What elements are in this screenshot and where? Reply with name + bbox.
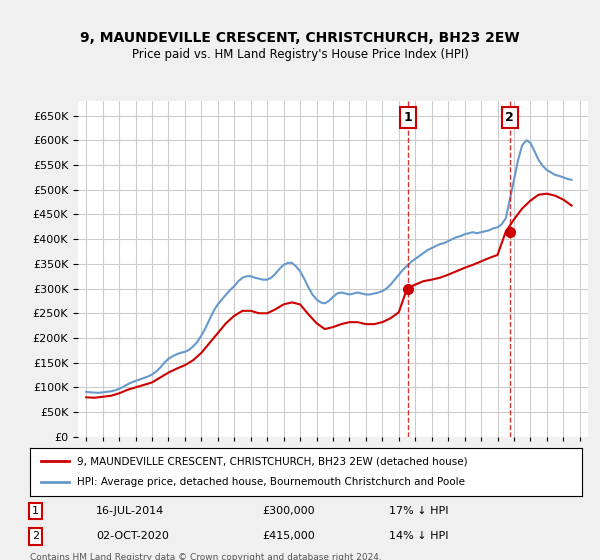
Text: 9, MAUNDEVILLE CRESCENT, CHRISTCHURCH, BH23 2EW (detached house): 9, MAUNDEVILLE CRESCENT, CHRISTCHURCH, B… bbox=[77, 456, 467, 466]
Text: 14% ↓ HPI: 14% ↓ HPI bbox=[389, 531, 448, 541]
Text: 16-JUL-2014: 16-JUL-2014 bbox=[96, 506, 164, 516]
Text: £300,000: £300,000 bbox=[262, 506, 314, 516]
Text: 17% ↓ HPI: 17% ↓ HPI bbox=[389, 506, 448, 516]
Text: HPI: Average price, detached house, Bournemouth Christchurch and Poole: HPI: Average price, detached house, Bour… bbox=[77, 477, 465, 487]
Text: 2: 2 bbox=[505, 111, 514, 124]
Text: 9, MAUNDEVILLE CRESCENT, CHRISTCHURCH, BH23 2EW: 9, MAUNDEVILLE CRESCENT, CHRISTCHURCH, B… bbox=[80, 31, 520, 45]
Text: Contains HM Land Registry data © Crown copyright and database right 2024.
This d: Contains HM Land Registry data © Crown c… bbox=[30, 553, 382, 560]
Text: 1: 1 bbox=[32, 506, 39, 516]
Text: £415,000: £415,000 bbox=[262, 531, 314, 541]
Text: 1: 1 bbox=[403, 111, 412, 124]
Text: 2: 2 bbox=[32, 531, 39, 541]
Text: Price paid vs. HM Land Registry's House Price Index (HPI): Price paid vs. HM Land Registry's House … bbox=[131, 48, 469, 60]
Text: 02-OCT-2020: 02-OCT-2020 bbox=[96, 531, 169, 541]
